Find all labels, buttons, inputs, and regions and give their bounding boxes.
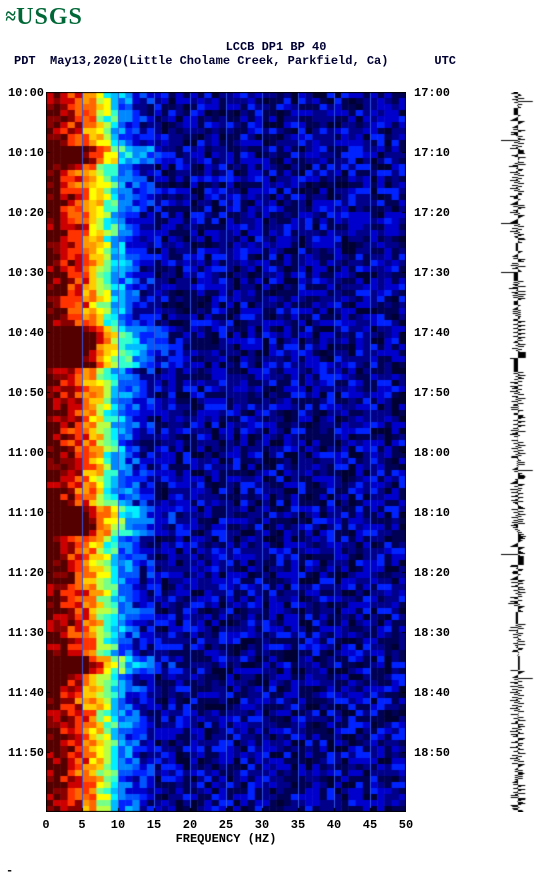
x-tick: 40 xyxy=(327,818,341,832)
x-tick: 0 xyxy=(42,818,49,832)
y-tick-right: 18:20 xyxy=(414,566,450,580)
seismic-trace-canvas xyxy=(500,92,536,812)
pdt-label: PDT xyxy=(14,54,36,68)
y-tick-left: 10:20 xyxy=(0,206,44,220)
x-tick: 45 xyxy=(363,818,377,832)
y-tick-left: 10:50 xyxy=(0,386,44,400)
x-tick: 35 xyxy=(291,818,305,832)
y-tick-left: 11:40 xyxy=(0,686,44,700)
date-label: May13,2020 xyxy=(50,54,122,68)
usgs-logo: ≈USGS xyxy=(4,4,83,31)
y-tick-right: 18:10 xyxy=(414,506,450,520)
y-tick-right: 18:30 xyxy=(414,626,450,640)
x-tick: 30 xyxy=(255,818,269,832)
y-tick-right: 18:40 xyxy=(414,686,450,700)
spectrogram-canvas xyxy=(46,92,406,812)
page: { "logo_text": "USGS", "chart": { "title… xyxy=(0,0,552,892)
chart-title: LCCB DP1 BP 40 xyxy=(0,40,552,54)
x-axis-label: FREQUENCY (HZ) xyxy=(46,832,406,846)
y-tick-left: 10:00 xyxy=(0,86,44,100)
utc-label: UTC xyxy=(434,54,456,68)
wave-icon: ≈ xyxy=(5,4,16,31)
y-tick-right: 18:50 xyxy=(414,746,450,760)
x-tick: 20 xyxy=(183,818,197,832)
x-tick: 50 xyxy=(399,818,413,832)
y-tick-left: 11:20 xyxy=(0,566,44,580)
y-tick-left: 10:10 xyxy=(0,146,44,160)
y-tick-right: 17:20 xyxy=(414,206,450,220)
y-tick-left: 11:30 xyxy=(0,626,44,640)
y-tick-left: 10:40 xyxy=(0,326,44,340)
x-tick: 10 xyxy=(111,818,125,832)
y-tick-right: 17:10 xyxy=(414,146,450,160)
y-tick-left: 11:50 xyxy=(0,746,44,760)
y-tick-right: 17:30 xyxy=(414,266,450,280)
y-tick-right: 17:00 xyxy=(414,86,450,100)
x-tick: 5 xyxy=(78,818,85,832)
x-tick: 15 xyxy=(147,818,161,832)
y-tick-right: 17:50 xyxy=(414,386,450,400)
y-tick-left: 11:10 xyxy=(0,506,44,520)
y-tick-right: 18:00 xyxy=(414,446,450,460)
logo-text: USGS xyxy=(16,4,83,30)
x-tick: 25 xyxy=(219,818,233,832)
footer-mark: - xyxy=(6,864,13,878)
y-tick-right: 17:40 xyxy=(414,326,450,340)
y-tick-left: 11:00 xyxy=(0,446,44,460)
y-tick-left: 10:30 xyxy=(0,266,44,280)
location-label: (Little Cholame Creek, Parkfield, Ca) xyxy=(122,54,388,68)
